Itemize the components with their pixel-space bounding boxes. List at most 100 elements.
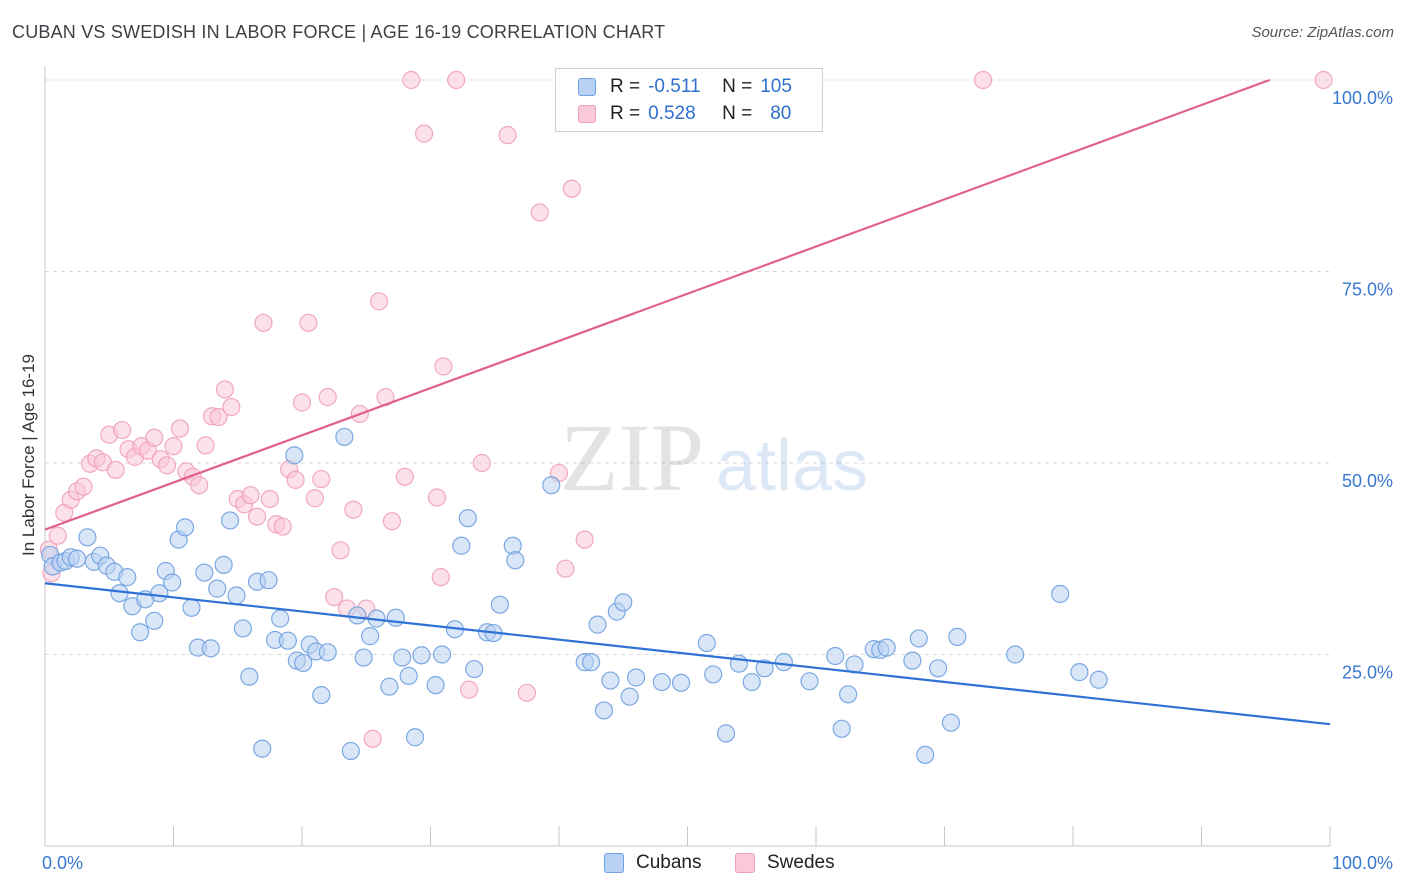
data-point-swedes [530,203,549,222]
data-point-cubans [348,606,367,625]
data-point-cubans [393,648,412,667]
series-legend-cubans[interactable]: Cubans [604,852,702,874]
trend-line-swedes [44,78,1270,531]
data-point-swedes [395,467,414,486]
data-point-swedes [498,126,517,145]
data-point-cubans [506,551,525,570]
gridlines [45,79,1330,655]
data-point-cubans [426,676,445,695]
data-point-cubans [620,687,639,706]
data-point-cubans [318,643,337,662]
data-point-cubans [412,646,431,665]
data-point-cubans [68,549,87,568]
data-point-cubans [490,595,509,614]
data-point-swedes [254,313,273,332]
data-points [39,70,1333,764]
x-tick-label: 100.0% [1332,853,1393,873]
data-point-swedes [106,460,125,479]
data-point-swedes [299,313,318,332]
chart-source: Source: ZipAtlas.com [1251,24,1394,41]
data-point-cubans [909,629,928,648]
data-point-swedes [170,419,190,438]
data-point-swedes [48,526,67,545]
data-point-cubans [78,528,97,547]
legend-n-value-swedes: 80 [770,103,792,124]
data-point-cubans [800,672,819,691]
data-point-swedes [222,397,241,417]
data-point-cubans [432,645,452,664]
data-point-swedes [447,70,466,90]
x-tick-label: 0.0% [42,853,83,873]
data-point-swedes [112,420,132,440]
data-point-swedes [402,70,421,90]
data-point-swedes [431,568,450,587]
data-point-cubans [259,571,278,590]
data-point-cubans [601,671,620,690]
data-point-swedes [575,530,594,549]
data-point-cubans [110,584,129,603]
data-point-cubans [626,668,646,687]
data-point-cubans [1051,584,1070,604]
data-point-cubans [742,672,761,692]
data-point-cubans [941,713,961,732]
data-point-swedes [325,587,344,607]
legend-row-swedes: R = 0.528 N = 80 [578,101,791,127]
data-point-cubans [405,728,425,747]
data-point-cubans [220,511,240,530]
data-point-cubans [182,598,201,617]
y-tick-label: 50.0% [1342,471,1393,491]
data-point-cubans [452,536,471,555]
data-point-cubans [312,685,331,705]
trend-lines [44,78,1331,726]
data-point-cubans [240,667,259,686]
legend-n-label: N = [722,76,753,97]
y-axis-label: In Labor Force | Age 16-19 [19,354,38,556]
data-point-cubans [285,446,304,465]
data-point-swedes [305,489,324,508]
data-point-swedes [382,512,402,531]
data-point-cubans [1006,645,1025,664]
data-point-cubans [278,631,297,650]
data-point-cubans [839,685,858,704]
data-point-swedes [562,179,581,198]
data-point-cubans [755,659,774,678]
data-point-cubans [614,593,633,612]
data-point-cubans [361,627,380,646]
series-legend-swedes[interactable]: Swedes [735,852,835,874]
data-point-cubans [588,615,607,634]
data-point-cubans [118,568,137,587]
data-point-swedes [157,456,177,475]
data-point-swedes [472,453,491,473]
data-point-cubans [948,627,967,646]
data-point-cubans [774,653,793,672]
data-point-cubans [652,672,671,692]
watermark: ZIP atlas [560,404,868,511]
data-point-cubans [704,665,723,684]
data-point-cubans [542,476,561,495]
data-point-swedes [286,470,305,489]
data-point-cubans [195,563,214,582]
data-point-cubans [877,638,896,657]
data-point-cubans [163,573,182,592]
legend-swatch-swedes [578,105,596,123]
data-point-cubans [175,518,195,537]
data-point-cubans [386,608,405,627]
data-point-swedes [241,486,260,505]
data-point-cubans [1089,670,1108,689]
data-point-cubans [294,653,313,673]
data-point-swedes [459,680,479,699]
legend-r-value-swedes: 0.528 [648,103,696,124]
data-point-cubans [150,584,169,603]
data-point-cubans [716,724,736,743]
trend-line-cubans [44,582,1331,726]
data-point-cubans [233,619,252,638]
y-tick-label: 75.0% [1342,280,1393,300]
data-point-cubans [253,739,272,758]
data-point-cubans [145,611,164,630]
data-point-swedes [427,488,447,507]
data-point-cubans [916,745,935,764]
data-point-swedes [190,476,209,495]
legend-r-label: R = [610,103,641,124]
series-label-cubans: Cubans [636,852,702,873]
data-point-swedes [292,393,312,412]
